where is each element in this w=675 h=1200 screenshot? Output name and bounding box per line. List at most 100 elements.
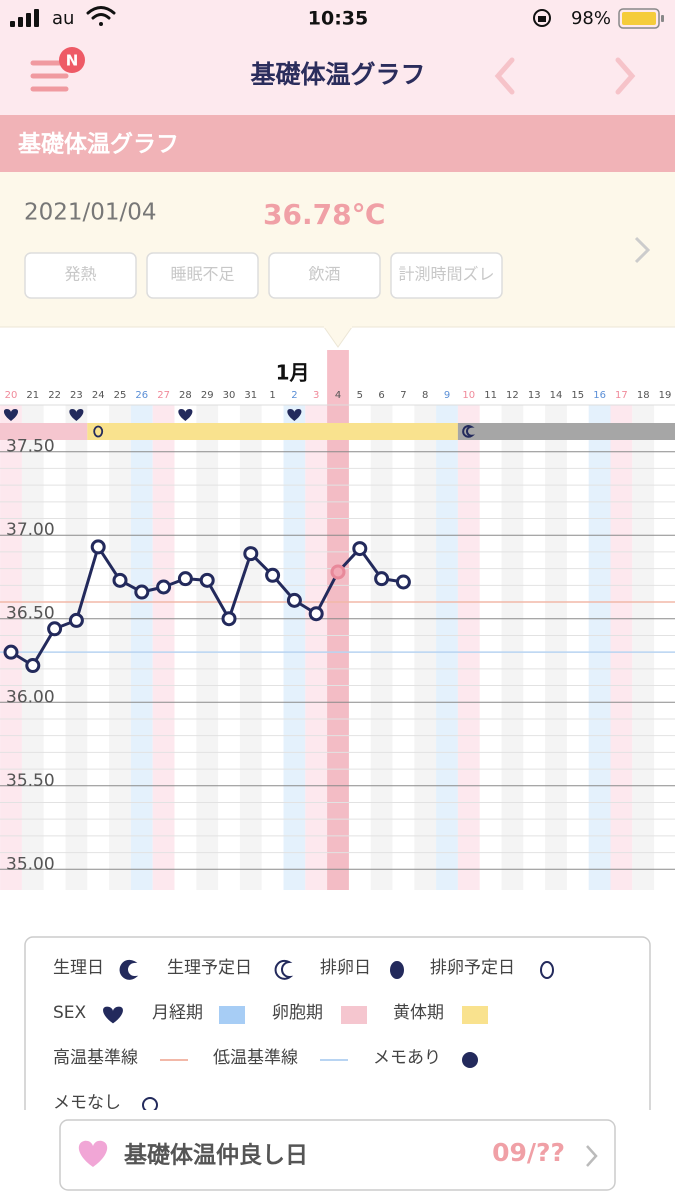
day-stripe	[588, 405, 611, 890]
bottom-card[interactable]	[59, 1119, 616, 1191]
temperature-point	[177, 571, 193, 587]
day-label: 10	[462, 390, 475, 401]
pointer-cover	[324, 326, 352, 328]
moon-filled-icon	[119, 959, 139, 980]
day-label: 11	[484, 390, 497, 401]
bottom-value: 09/??	[492, 1138, 565, 1167]
day-stripe	[457, 405, 480, 890]
phase-bar	[0, 423, 88, 440]
day-label: 7	[400, 390, 406, 401]
day-stripe	[130, 405, 153, 890]
legend-label: 生理予定日	[167, 958, 252, 978]
day-label: 6	[378, 390, 384, 401]
tag-button[interactable]	[146, 252, 259, 299]
legend-label: メモなし	[53, 1093, 121, 1113]
day-label: 4	[335, 390, 341, 401]
temperature-point	[265, 567, 281, 583]
tag-button[interactable]	[24, 252, 137, 299]
phase-bar	[87, 423, 458, 440]
bottom-chevron	[586, 1145, 598, 1167]
bottom-title: 基礎体温仲良し日	[124, 1142, 308, 1169]
prev-arrow[interactable]	[494, 57, 515, 95]
temperature-point	[221, 611, 237, 627]
moon-outline-icon	[462, 425, 476, 438]
legend-label: 黄体期	[393, 1003, 444, 1023]
section-title: 基礎体温グラフ	[18, 131, 179, 158]
day-stripe	[305, 405, 328, 890]
clock: 10:35	[308, 8, 368, 30]
day-label: 12	[506, 390, 519, 401]
lock-icon	[533, 9, 551, 27]
temperature-point	[112, 572, 128, 588]
tag-label: 発熱	[64, 265, 96, 284]
temperature-point	[199, 572, 215, 588]
phase-bar	[457, 423, 675, 440]
day-label: 31	[244, 390, 257, 401]
sex-marker	[69, 409, 84, 421]
day-stripe	[414, 405, 437, 890]
nav-title: 基礎体温グラフ	[250, 60, 425, 89]
day-stripe	[370, 405, 393, 890]
info-panel	[0, 172, 675, 327]
temperature-point	[90, 539, 106, 555]
legend-label: 卵胞期	[272, 1003, 323, 1023]
day-label: 26	[135, 390, 148, 401]
day-label: 19	[659, 390, 672, 401]
phase-icon	[93, 425, 104, 438]
bottom-heart	[78, 1140, 108, 1167]
day-label: 17	[615, 390, 628, 401]
day-stripe	[239, 405, 262, 890]
y-tick-label: 35.50	[6, 771, 55, 791]
battery-percent: 98%	[571, 8, 611, 29]
day-label: 28	[179, 390, 192, 401]
temperature-point	[156, 579, 172, 595]
day-stripe	[501, 405, 524, 890]
day-label: 16	[593, 390, 606, 401]
legend-label: 排卵日	[320, 958, 371, 978]
temperature-point	[68, 612, 84, 628]
day-label: 20	[5, 390, 18, 401]
heart	[103, 1006, 123, 1024]
day-label: 22	[48, 390, 61, 401]
sex-marker	[178, 409, 193, 421]
info-chevron[interactable]	[634, 236, 651, 264]
day-label: 21	[26, 390, 39, 401]
battery-icon	[618, 8, 664, 29]
day-stripe	[109, 405, 131, 890]
day-label: 8	[422, 390, 428, 401]
month-label: 1月	[276, 361, 310, 385]
next-arrow[interactable]	[615, 57, 636, 95]
day-label: 13	[528, 390, 541, 401]
tag-label: 計測時間ズレ	[398, 265, 494, 284]
color-swatch	[462, 1006, 488, 1024]
day-stripe	[21, 405, 44, 890]
legend-label: 月経期	[152, 1003, 203, 1023]
temperature-point	[395, 574, 411, 590]
day-stripe	[545, 405, 567, 890]
legend-label: 生理日	[53, 958, 104, 978]
day-stripe	[436, 405, 458, 890]
y-tick-label: 35.00	[6, 854, 55, 874]
info-temperature: 36.78℃	[263, 198, 385, 231]
day-label: 1	[269, 390, 275, 401]
tag-button[interactable]	[390, 252, 503, 299]
day-label: 14	[550, 390, 563, 401]
tag-button[interactable]	[268, 252, 381, 299]
oval-outline-icon	[540, 961, 554, 979]
section-header	[0, 115, 675, 172]
temperature-point	[134, 584, 150, 600]
day-label: 25	[114, 390, 127, 401]
day-label: 30	[223, 390, 236, 401]
legend-label: 低温基準線	[213, 1048, 298, 1068]
oval-filled-icon	[390, 961, 404, 979]
moon-outline-icon	[274, 959, 294, 980]
temperature-point	[374, 571, 390, 587]
temperature-point	[25, 658, 41, 674]
temperature-point	[3, 644, 19, 660]
tag-label: 飲酒	[308, 265, 340, 284]
temperature-point	[308, 606, 324, 622]
day-label: 5	[357, 390, 363, 401]
legend-label: 高温基準線	[53, 1048, 138, 1068]
day-stripe	[152, 405, 175, 890]
